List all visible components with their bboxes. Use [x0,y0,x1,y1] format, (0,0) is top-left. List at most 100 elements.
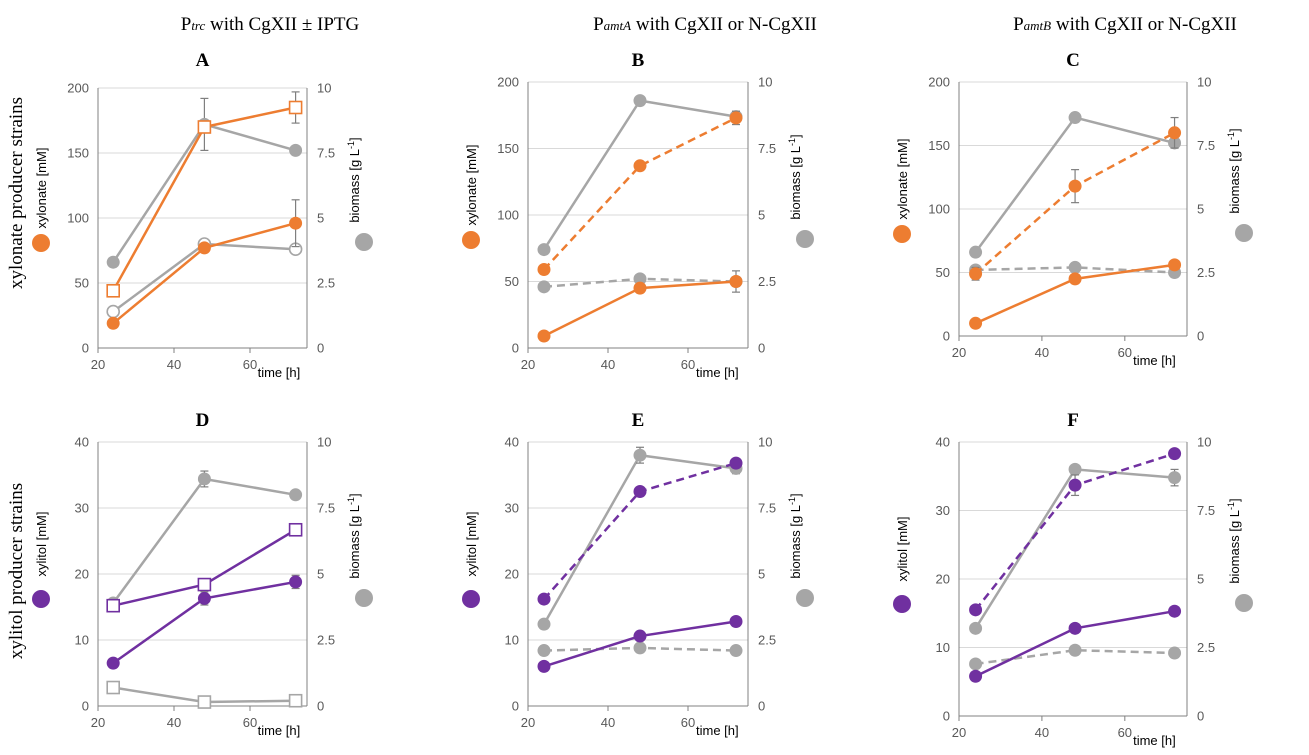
x-tick-label: 40 [601,715,615,730]
data-point [537,280,551,294]
data-point [197,591,211,605]
series-line [974,131,1176,275]
y-axis-legend-marker [32,234,50,252]
data-point [197,472,211,486]
y2-axis-legend-marker [1235,594,1253,612]
data-point [633,272,647,286]
data-point [969,621,983,635]
y2-label-end: ] [347,493,362,497]
series-line [543,461,737,600]
y-tick-label: 50 [936,265,950,280]
y-axis-legend-marker [462,231,480,249]
y2-axis-label: biomass [g L-1] [787,134,803,219]
y-tick-label: 20 [505,567,519,582]
y2-tick-label: 7.5 [1197,138,1215,153]
x-axis-label: time [h] [696,365,739,380]
x-tick-label: 20 [521,357,535,372]
series-line [543,116,737,271]
data-point [633,485,647,498]
y2-tick-label: 2.5 [317,633,335,648]
y-tick-label: 50 [75,276,89,291]
data-point [1068,643,1082,657]
data-point [537,644,551,658]
x-tick-label: 20 [521,715,535,730]
x-tick-label: 60 [243,715,257,730]
data-point [288,693,303,708]
y2-tick-label: 10 [1197,435,1211,450]
y-axis-legend-marker [462,590,480,608]
y2-tick-label: 0 [317,699,324,714]
data-point [1068,462,1082,476]
chart-panel-c: C 0 50 100 150 200 0 2.5 5 7.5 10 20 40 60 time [h] xyl… [870,40,1309,390]
data-point [106,598,120,613]
y2-tick-label: 2.5 [758,633,776,648]
x-tick-label: 20 [91,715,105,730]
data-point [106,680,120,695]
y2-tick-label: 10 [1197,75,1211,90]
series-line [975,609,1175,678]
y2-tick-label: 5 [1197,202,1204,217]
data-point [969,245,983,259]
y2-axis-legend-marker [796,230,814,248]
y2-label-end: ] [1227,498,1242,502]
y-tick-label: 150 [928,138,950,153]
y-tick-label: 200 [67,81,89,96]
y2-label-end: ] [788,493,803,497]
data-point [1168,471,1182,485]
y-tick-label: 150 [67,146,89,161]
y2-label-superscript: -1 [1226,132,1236,140]
x-tick-label: 60 [1118,725,1132,740]
data-point [729,456,743,470]
chart-panel-a: A 0 50 100 150 200 0 2.5 5 7.5 10 20 40 60 time [h] xyl… [0,40,430,390]
y2-tick-label: 10 [317,435,331,450]
y-tick-label: 100 [497,208,519,223]
y-tick-label: 150 [497,141,519,156]
panel-letter: F [1067,410,1079,431]
y-tick-label: 20 [75,567,89,582]
y-axis-label: xylonate [mM] [34,148,49,229]
y2-tick-label: 7.5 [758,501,776,516]
panel-letter: A [196,50,210,71]
data-point [106,284,120,298]
y-tick-label: 0 [82,341,89,356]
data-point [288,522,303,537]
data-point [197,241,211,255]
panel-letter: E [632,410,645,431]
y2-tick-label: 0 [317,341,324,356]
y2-label-superscript: -1 [346,497,356,505]
data-point [729,111,743,125]
data-point [969,657,983,671]
data-point [1068,478,1082,492]
y2-tick-label: 7.5 [317,146,335,161]
data-point [1068,621,1082,635]
y-axis-label: xylitol [mM] [464,512,479,577]
data-point [288,100,303,115]
chart-panel-e: E 0 10 20 30 40 0 2.5 5 7.5 10 20 40 60 time [h] xylito… [430,400,870,755]
y-tick-label: 0 [512,341,519,356]
y-tick-label: 100 [928,202,950,217]
y2-tick-label: 10 [758,75,772,90]
y2-label-superscript: -1 [346,141,356,149]
y-tick-label: 40 [936,435,950,450]
x-tick-label: 40 [167,715,181,730]
data-point [633,641,647,655]
panel-letter: C [1066,50,1080,71]
data-point [537,617,551,631]
y2-tick-label: 10 [317,81,331,96]
y2-axis-legend-marker [355,589,373,607]
y-tick-label: 40 [505,435,519,450]
y2-tick-label: 5 [317,211,324,226]
y2-axis-legend-marker [1235,224,1253,242]
data-point [1068,260,1082,274]
y-tick-label: 100 [67,211,89,226]
y-tick-label: 30 [75,501,89,516]
y2-tick-label: 2.5 [1197,265,1215,280]
y-tick-label: 30 [936,503,950,518]
data-point [969,603,983,617]
y-tick-label: 10 [505,633,519,648]
y2-tick-label: 5 [1197,572,1204,587]
y2-axis-label: biomass [g L-1] [346,137,362,222]
x-tick-label: 40 [167,357,181,372]
y2-tick-label: 2.5 [758,274,776,289]
